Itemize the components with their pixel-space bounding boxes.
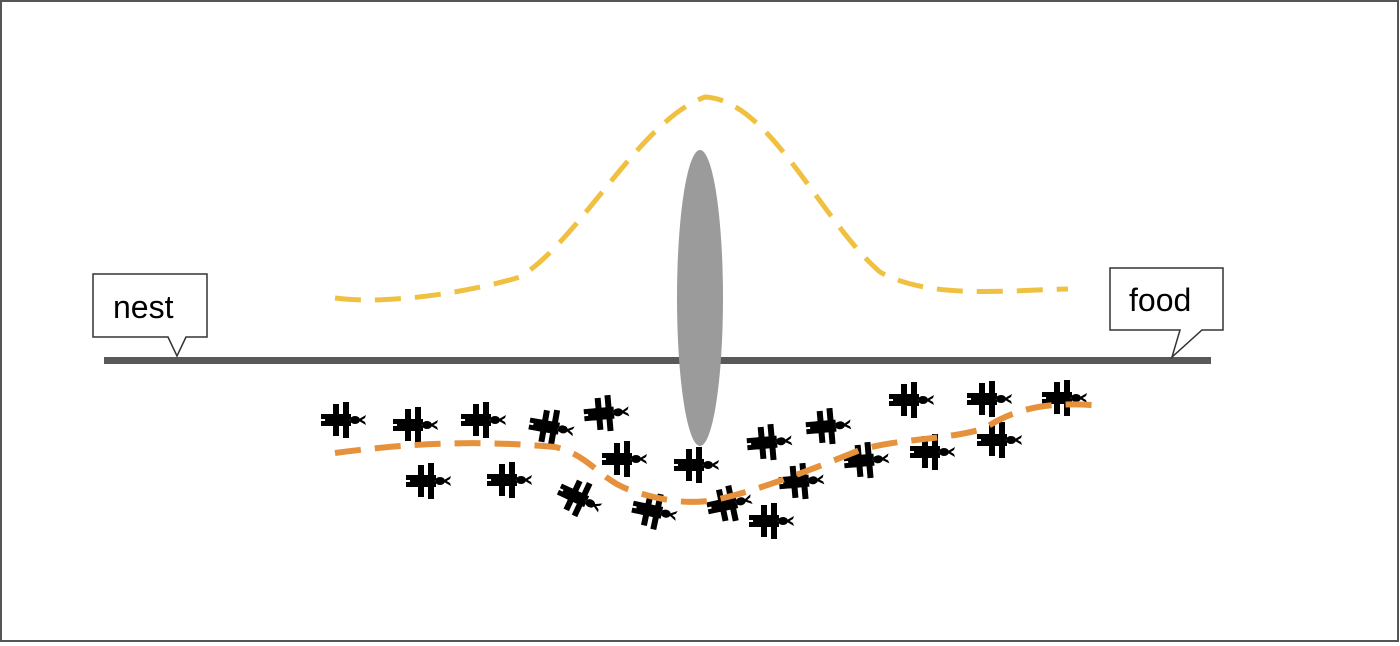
obstacle-ellipse bbox=[677, 150, 723, 446]
nest-label: nest bbox=[113, 289, 174, 325]
nest-callout: nest bbox=[92, 273, 208, 358]
nest-callout-box bbox=[92, 273, 208, 358]
food-callout: food bbox=[1109, 267, 1224, 360]
ground-line bbox=[104, 357, 1211, 364]
upper-pheromone-path bbox=[334, 94, 1069, 303]
food-label: food bbox=[1129, 282, 1191, 318]
food-callout-box bbox=[1109, 267, 1224, 360]
